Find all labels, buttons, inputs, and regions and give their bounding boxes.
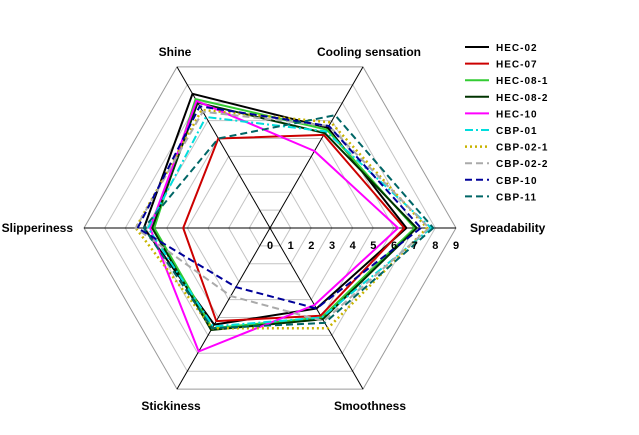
tick-label: 3: [329, 240, 335, 252]
legend-label: CBP-02-2: [496, 159, 548, 170]
tick-label: 8: [432, 240, 438, 252]
legend-label: CBP-11: [496, 192, 537, 203]
series-layer: [134, 92, 435, 353]
axis-label: Spreadability: [470, 221, 546, 235]
legend-label: HEC-08-1: [496, 76, 548, 87]
legend-label: HEC-10: [496, 109, 538, 120]
series-line: [147, 116, 433, 328]
axis-label: Cooling sensation: [317, 45, 421, 59]
tick-label: 2: [308, 240, 314, 252]
tick-label: 7: [412, 240, 418, 252]
tick-label: 0: [267, 240, 273, 252]
series-line: [182, 133, 406, 323]
tick-label: 1: [288, 240, 294, 252]
legend-label: CBP-10: [496, 176, 538, 187]
axis-spoke: [176, 227, 271, 390]
series-line: [134, 110, 431, 323]
axis-label: Stickiness: [141, 399, 201, 413]
tick-label: 9: [453, 240, 459, 252]
series-line: [153, 98, 416, 330]
label-layer: 0 1 2 3 4 5 6 7 8 9 Spreadability Smoothness Stickin…: [2, 45, 546, 413]
tick-label: 5: [370, 240, 376, 252]
series-line: [134, 108, 429, 330]
series-line: [149, 99, 400, 353]
series-line: [142, 114, 435, 330]
axis-label: Shine: [159, 45, 192, 59]
legend-label: HEC-02: [496, 43, 538, 54]
series-line: [136, 105, 422, 310]
tick-label: 4: [350, 240, 357, 252]
legend: HEC-02 HEC-07 HEC-08-1 HEC-08-2 HEC-10 CBP-01…: [465, 43, 548, 203]
legend-label: CBP-01: [496, 126, 538, 137]
tick-label: 6: [391, 240, 397, 252]
axis-label: Slipperiness: [2, 221, 74, 235]
grid: [83, 66, 457, 390]
legend-label: HEC-08-2: [496, 93, 548, 104]
axis-spoke: [269, 66, 364, 229]
legend-label: CBP-02-1: [496, 143, 548, 154]
legend-label: HEC-07: [496, 60, 538, 71]
axis-label: Smoothness: [334, 399, 406, 413]
series-line: [151, 101, 418, 331]
